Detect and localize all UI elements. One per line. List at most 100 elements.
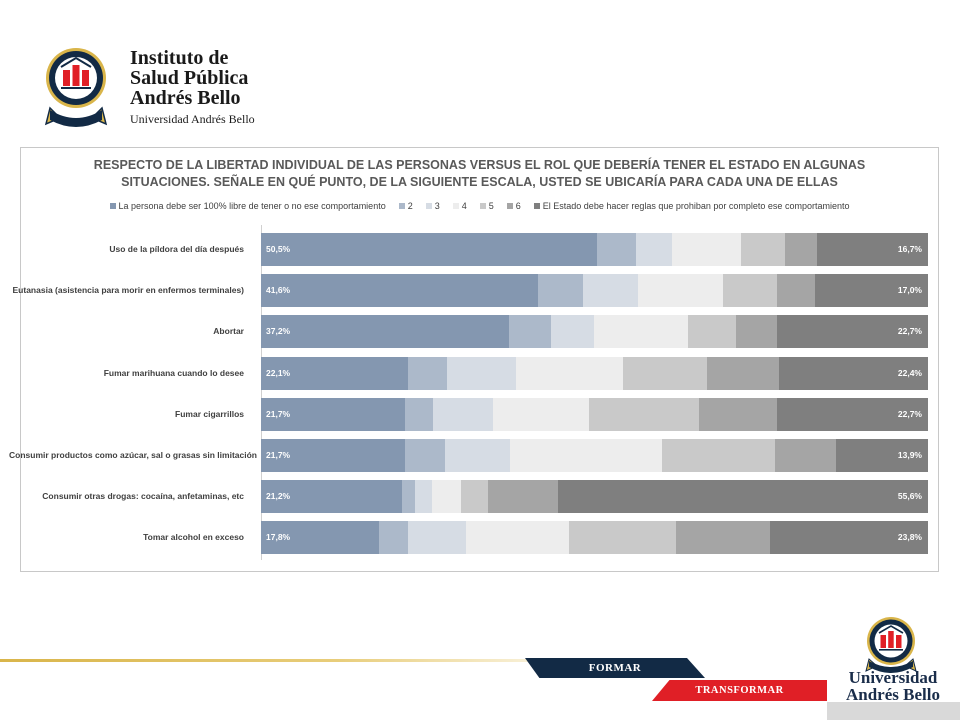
chart-title-line-2: SITUACIONES. SEÑALE EN QUÉ PUNTO, DE LA … bbox=[121, 175, 838, 189]
bar-segment bbox=[699, 397, 778, 431]
bar-row: 37,2% 22,7% bbox=[261, 315, 929, 349]
legend-label-3: 3 bbox=[434, 201, 440, 211]
bar-segment bbox=[636, 233, 673, 266]
bar-segment bbox=[379, 521, 409, 555]
bar-segment bbox=[509, 439, 663, 472]
bar-segment bbox=[557, 480, 929, 514]
bar-segment bbox=[508, 315, 552, 349]
category-label: Consumir productos como azúcar, sal o gr… bbox=[9, 450, 257, 460]
bar-segment bbox=[688, 315, 737, 349]
bar-segment bbox=[769, 521, 929, 555]
bar-segment bbox=[405, 397, 434, 431]
bar-segment bbox=[515, 356, 624, 390]
bar-segment bbox=[776, 315, 929, 349]
data-label: 23,8% bbox=[897, 532, 922, 543]
data-label: 55,6% bbox=[897, 491, 922, 502]
bar-row: 22,1% 22,4% bbox=[261, 356, 929, 390]
bar-segment bbox=[261, 439, 406, 472]
data-label: 17,8% bbox=[266, 532, 291, 543]
bar-segment bbox=[445, 439, 511, 472]
bar-segment bbox=[662, 439, 776, 472]
bar-segment bbox=[402, 480, 416, 514]
bar-segment bbox=[487, 480, 559, 514]
legend-swatch-1 bbox=[109, 203, 116, 209]
category-label: Fumar cigarrillos bbox=[175, 408, 244, 419]
chart-title: RESPECTO DE LA LIBERTAD INDIVIDUAL DE LA… bbox=[21, 157, 938, 191]
bar-segment bbox=[432, 480, 462, 514]
bar-segment bbox=[623, 356, 708, 390]
bar-segment bbox=[493, 397, 589, 431]
bar-segment bbox=[261, 397, 406, 431]
bar-segment bbox=[722, 274, 778, 308]
data-label: 21,7% bbox=[266, 450, 291, 460]
bar-segment bbox=[261, 315, 510, 349]
data-label: 13,9% bbox=[897, 450, 922, 460]
legend-item-5: 5 bbox=[479, 201, 494, 211]
bar-segment bbox=[776, 397, 929, 431]
stacked-bar-chart: RESPECTO DE LA LIBERTAD INDIVIDUAL DE LA… bbox=[9, 147, 939, 572]
bar-segment bbox=[777, 274, 816, 308]
bar-segment bbox=[706, 356, 780, 390]
legend-swatch-5 bbox=[479, 203, 486, 209]
category-label: Abortar bbox=[213, 326, 244, 337]
data-label: 21,7% bbox=[266, 408, 291, 419]
legend-label-7: El Estado debe hacer reglas que prohiban… bbox=[542, 201, 850, 211]
legend-label-1: La persona debe ser 100% libre de tener … bbox=[118, 201, 386, 211]
bar-segment bbox=[432, 397, 494, 431]
bar-segment bbox=[447, 356, 517, 390]
bar-segment bbox=[816, 233, 929, 266]
bar-segment bbox=[588, 397, 700, 431]
data-label: 16,7% bbox=[897, 244, 922, 254]
bar-row: 21,7% 13,9% bbox=[261, 439, 929, 472]
legend-item-2: 2 bbox=[398, 201, 413, 211]
legend-swatch-2 bbox=[398, 203, 405, 209]
bar-segment bbox=[261, 521, 380, 555]
category-axis-line bbox=[261, 225, 262, 560]
legend-swatch-3 bbox=[425, 203, 432, 209]
institute-crest-logo bbox=[44, 48, 108, 127]
bar-row: 17,8% 23,8% bbox=[261, 521, 929, 555]
transformar-banner: TRANSFORMAR bbox=[652, 680, 827, 701]
legend-item-1: La persona debe ser 100% libre de tener … bbox=[109, 201, 386, 211]
bar-segment bbox=[835, 439, 929, 472]
data-label: 21,2% bbox=[266, 491, 291, 502]
bar-segment bbox=[569, 521, 677, 555]
institute-name-line-3: Andrés Bello bbox=[130, 87, 241, 109]
data-label: 22,4% bbox=[897, 367, 922, 378]
bar-segment bbox=[466, 521, 570, 555]
bar-segment bbox=[779, 356, 929, 390]
legend-label-6: 6 bbox=[515, 201, 521, 211]
transformar-label: TRANSFORMAR bbox=[695, 685, 784, 696]
bar-segment bbox=[638, 274, 723, 308]
data-label: 22,7% bbox=[897, 408, 922, 419]
university-wordmark-line-2: Andrés Bello bbox=[846, 685, 940, 704]
data-label: 37,2% bbox=[266, 326, 291, 337]
bar-segment bbox=[261, 233, 598, 266]
bar-segment bbox=[676, 521, 771, 555]
data-label: 41,6% bbox=[266, 285, 291, 296]
chart-title-line-1: RESPECTO DE LA LIBERTAD INDIVIDUAL DE LA… bbox=[93, 158, 866, 172]
chart-legend: La persona debe ser 100% libre de tener … bbox=[21, 201, 938, 211]
legend-item-7: El Estado debe hacer reglas que prohiban… bbox=[533, 201, 850, 211]
data-label: 22,7% bbox=[897, 326, 922, 337]
university-crest-logo bbox=[865, 617, 917, 673]
institute-name: Instituto de Salud Pública Andrés Bello … bbox=[130, 48, 255, 127]
legend-label-2: 2 bbox=[407, 201, 413, 211]
legend-item-4: 4 bbox=[452, 201, 467, 211]
legend-label-5: 5 bbox=[488, 201, 494, 211]
category-label: Consumir otras drogas: cocaína, anfetami… bbox=[42, 491, 244, 502]
bar-segment bbox=[736, 315, 778, 349]
data-label: 50,5% bbox=[266, 244, 291, 254]
university-wordmark-line-1: Universidad bbox=[848, 668, 938, 687]
bar-segment bbox=[594, 315, 689, 349]
gold-stripe bbox=[0, 659, 560, 662]
institute-name-line-1: Instituto de bbox=[130, 47, 229, 69]
bar-segment bbox=[582, 274, 639, 308]
bar-segment bbox=[550, 315, 595, 349]
category-label: Fumar marihuana cuando lo desee bbox=[103, 367, 244, 378]
bar-segment bbox=[407, 521, 467, 555]
bar-segment bbox=[404, 439, 446, 472]
legend-swatch-7 bbox=[533, 203, 540, 209]
bar-row: 21,2% 55,6% bbox=[261, 480, 929, 514]
data-label: 22,1% bbox=[266, 367, 291, 378]
